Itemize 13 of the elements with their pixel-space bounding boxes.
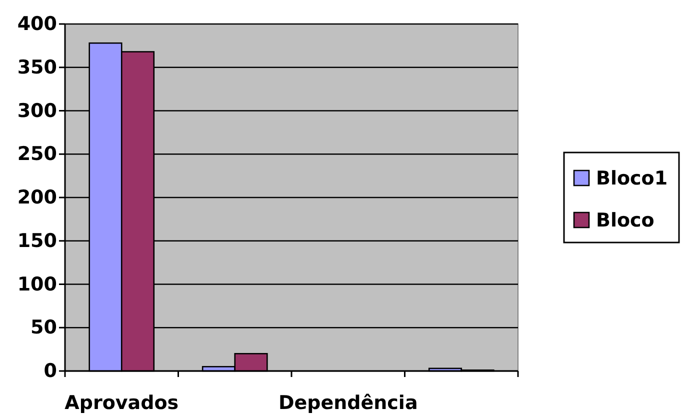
y-tick-label: 350: [17, 56, 57, 78]
y-tick-label: 200: [17, 186, 57, 208]
y-tick-label: 100: [17, 273, 57, 296]
legend-label: Bloco: [596, 210, 654, 232]
y-tick-label: 400: [17, 13, 57, 35]
x-tick-label: Aprovados: [64, 392, 179, 414]
y-tick-label: 300: [17, 100, 57, 122]
y-tick-label: 0: [44, 360, 57, 382]
y-tick-label: 250: [17, 143, 57, 166]
y-tick-label: 150: [17, 230, 57, 252]
y-tick-label: 50: [30, 316, 57, 339]
legend-label: Bloco1: [596, 168, 668, 190]
x-tick-label: Dependência: [278, 392, 418, 414]
